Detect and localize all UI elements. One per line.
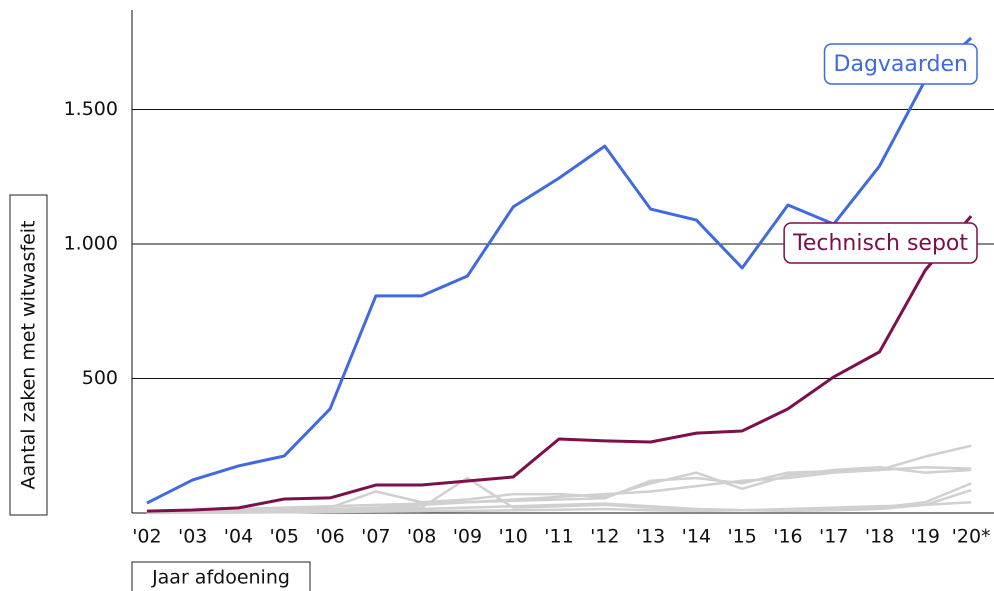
x-tick-label: '16 (773, 526, 802, 548)
y-tick-label: 1.500 (64, 98, 118, 120)
x-tick-label: '07 (361, 526, 390, 548)
series-label: Technisch sepot (792, 231, 968, 256)
series-line (146, 466, 972, 514)
series-label: Dagvaarden (834, 52, 968, 77)
series-line (146, 488, 972, 515)
x-tick-label: '10 (499, 526, 528, 548)
x-tick-label: '09 (453, 526, 482, 548)
x-tick-label: '12 (590, 526, 619, 548)
x-tick-label: '18 (865, 526, 894, 548)
y-tick-label: 500 (82, 367, 118, 389)
x-tick-label: '19 (911, 526, 940, 548)
x-tick-label: '20* (952, 526, 991, 548)
series-label-box (783, 222, 978, 264)
x-tick-label: '13 (636, 526, 665, 548)
x-tick-label: '17 (819, 526, 848, 548)
series-line (146, 444, 972, 513)
series-line (146, 36, 973, 505)
y-tick-label: 1.000 (64, 233, 118, 255)
x-tick-label: '03 (178, 526, 207, 548)
x-label-box (131, 561, 311, 591)
x-tick-label: '08 (407, 526, 436, 548)
x-tick-label: '11 (544, 526, 573, 548)
x-tick-label: '05 (270, 526, 299, 548)
x-tick-label: '02 (132, 526, 161, 548)
x-tick-label: '06 (315, 526, 344, 548)
x-axis-label: Jaar afdoening (151, 567, 290, 589)
y-label-box (9, 194, 48, 516)
x-tick-label: '04 (224, 526, 253, 548)
y-axis-label: Aantal zaken met witwasfeit (18, 221, 40, 490)
x-tick-label: '15 (727, 526, 756, 548)
x-tick-label: '14 (682, 526, 711, 548)
series-line (146, 215, 973, 513)
series-label-box (823, 43, 978, 85)
